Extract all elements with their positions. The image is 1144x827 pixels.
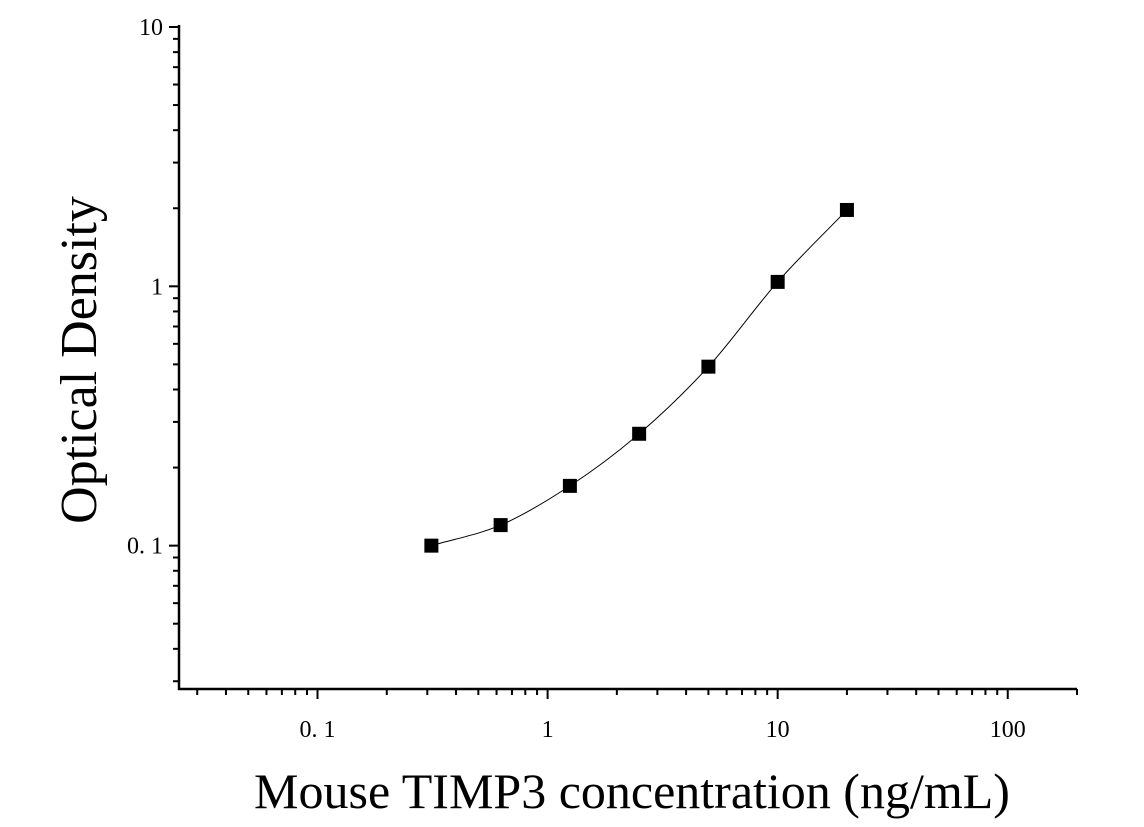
data-point [562, 478, 577, 493]
x-axis-ticks [196, 689, 1078, 699]
x-axis-title: Mouse TIMP3 concentration (ng/mL) [254, 763, 1010, 819]
axes [177, 25, 1077, 691]
data-point [839, 202, 854, 217]
data-points [424, 202, 854, 553]
y-tick-label: 0. 1 [127, 534, 163, 560]
data-point [770, 274, 785, 289]
x-axis-tick-labels: 0. 1 1 10 100 [300, 717, 1026, 743]
x-tick-label: 100 [990, 717, 1026, 743]
y-axis-tick-labels: 0. 1 1 10 [127, 15, 163, 560]
y-tick-label: 1 [151, 274, 163, 300]
y-axis-title: Optical Density [51, 196, 108, 524]
y-tick-label: 10 [139, 15, 163, 41]
x-tick-label: 10 [766, 717, 790, 743]
y-axis-ticks [169, 26, 179, 683]
data-point [493, 518, 508, 533]
data-point [701, 359, 716, 374]
data-point [632, 426, 647, 441]
x-tick-label: 0. 1 [300, 717, 336, 743]
x-tick-label: 1 [542, 717, 554, 743]
data-point [424, 538, 439, 553]
fit-curve [431, 209, 848, 547]
